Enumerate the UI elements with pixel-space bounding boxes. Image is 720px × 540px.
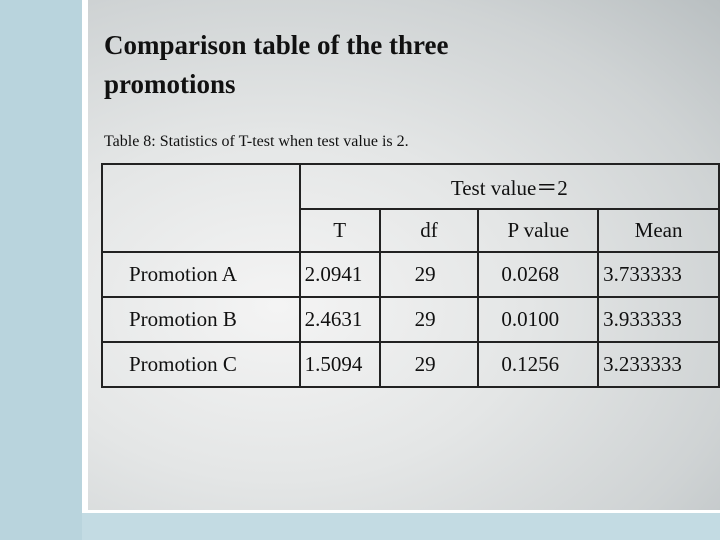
column-header: T [298, 208, 381, 253]
cell: 2.4631 [298, 296, 381, 343]
header-row: Test value＝2 [101, 163, 720, 253]
table-row: Promotion A 2.0941 29 0.0268 3.733333 [101, 251, 720, 298]
cell: 29 [378, 296, 480, 343]
empty-corner [101, 163, 301, 253]
table-caption: Table 8: Statistics of T-test when test … [104, 133, 409, 150]
row-label: Promotion C [101, 341, 301, 388]
group-header: Test value＝2 [298, 163, 720, 210]
cell: 1.5094 [298, 341, 381, 388]
cell: 29 [378, 251, 480, 298]
row-label: Promotion B [101, 296, 301, 343]
cell: 0.1256 [477, 341, 600, 388]
table-row: Promotion C 1.5094 29 0.1256 3.233333 [101, 341, 720, 388]
cell: 3.933333 [597, 296, 720, 343]
row-label: Promotion A [101, 251, 301, 298]
cell: 3.233333 [597, 341, 720, 388]
cell: 3.733333 [597, 251, 720, 298]
cell: 2.0941 [298, 251, 381, 298]
bottom-band [82, 510, 720, 540]
column-header: df [378, 208, 480, 253]
cell: 29 [378, 341, 480, 388]
slide-title: Comparison table of the three promotions [104, 30, 449, 99]
column-header: P value [477, 208, 600, 253]
cell: 0.0100 [477, 296, 600, 343]
column-header: Mean [597, 208, 720, 253]
cell: 0.0268 [477, 251, 600, 298]
table-row: Promotion B 2.4631 29 0.0100 3.933333 [101, 296, 720, 343]
